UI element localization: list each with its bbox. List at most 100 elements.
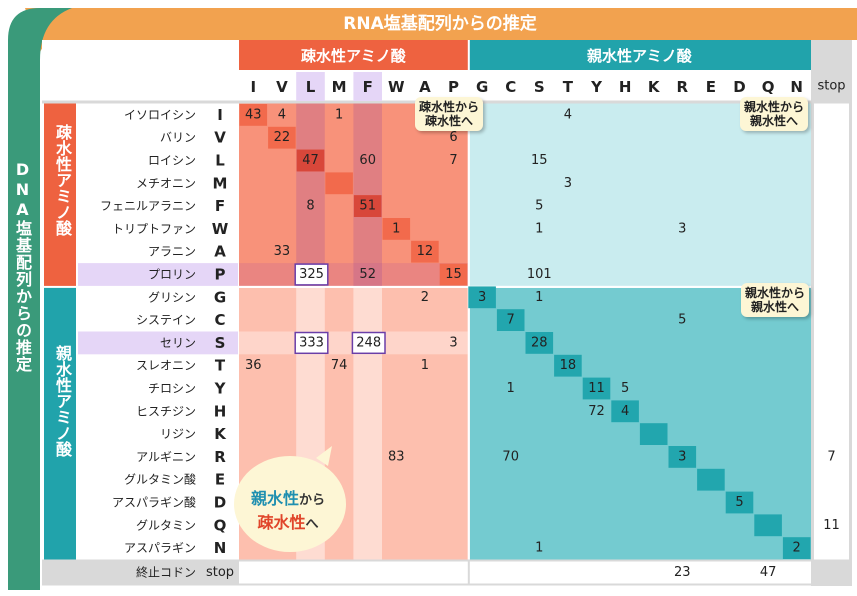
col-header-F: F (363, 78, 373, 96)
diagonal-cell-E (697, 468, 725, 491)
cell-value-C-C: 7 (507, 313, 515, 328)
row-name-V: バリン (160, 131, 196, 145)
cell-value-F-F: 51 (359, 199, 376, 214)
highlight-col-L (296, 72, 325, 101)
cell-value-S-L: 333 (299, 335, 324, 350)
col-group-hydrophobic-label: 疎水性アミノ酸 (301, 47, 407, 65)
row-code-R: R (214, 448, 226, 466)
row-code-stop: stop (206, 565, 234, 580)
cell-value-A-A: 12 (417, 244, 434, 259)
cell-value-T-T: 18 (560, 358, 577, 373)
callout-phil-to-phob-bold1: 親水性 (250, 489, 299, 508)
cell-value-L-L: 47 (302, 153, 319, 168)
row-name-M: メチオニン (136, 176, 196, 190)
cell-value-R-W: 83 (388, 449, 405, 464)
cell-value-P-S: 101 (527, 267, 552, 282)
rna-banner-shape (25, 8, 857, 52)
col-header-W: W (388, 78, 405, 96)
diagonal-cell-strong-F (353, 195, 382, 217)
row-name-T: スレオニン (136, 359, 196, 373)
cell-value-L-S: 15 (531, 153, 548, 168)
cell-value-L-P: 7 (449, 153, 457, 168)
col-group-hydrophilic-bar (469, 40, 811, 70)
row-code-H: H (214, 402, 227, 420)
callout-phil-to-phob-bold2: 疎水性 (257, 513, 306, 532)
cell-value-P-P: 15 (445, 267, 462, 282)
row-name-D: アスパラギン酸 (112, 495, 196, 510)
diagonal-cell-R (668, 446, 697, 468)
col-header-G: G (476, 78, 488, 96)
col-header-M: M (332, 78, 347, 96)
col-header-N: N (790, 78, 803, 96)
diagonal-cell-K (639, 423, 668, 445)
row-code-T: T (215, 357, 226, 375)
cell-value-Y-C: 1 (507, 381, 515, 396)
row-code-N: N (214, 539, 227, 557)
row-name-Y: チロシン (148, 382, 196, 396)
stop-row-value-Q: 47 (760, 565, 777, 580)
cell-value-V-P: 6 (449, 130, 457, 145)
col-header-Q: Q (762, 78, 775, 96)
stop-col-value-Q: 11 (823, 518, 840, 533)
gutter-vertical (467, 103, 470, 560)
row-name-R: アルギニン (136, 450, 196, 464)
gutter-horizontal (76, 285, 811, 288)
cell-value-G-G: 3 (478, 290, 486, 305)
callout-phil-to-phob-rest2: へ (305, 517, 319, 532)
diagonal-cell-N (782, 537, 811, 559)
col-header-I: I (251, 78, 257, 96)
row-name-Q: グルタミン (136, 518, 196, 532)
highlight-row-P (78, 263, 238, 286)
row-name-P: プロリン (148, 268, 196, 282)
cell-value-F-S: 5 (535, 199, 543, 214)
col-header-H: H (619, 78, 632, 96)
callout-phil-to-phil-top-line1: 親水性から (744, 100, 805, 114)
row-code-V: V (214, 129, 226, 147)
diagonal-cell-I (239, 104, 268, 126)
cell-value-F-L: 8 (306, 199, 314, 214)
stop-col-blank (814, 103, 849, 560)
callout-phil-to-phob-bubble (234, 446, 346, 552)
callout-phil-to-phil-bottom-line1: 親水性から (745, 286, 806, 300)
cell-value-I-I: 43 (245, 107, 262, 122)
diagonal-cell-Y (582, 377, 611, 400)
callout-phob-to-phob: 疎水性から 疎水性へ (415, 97, 484, 131)
highlight-row-S (78, 331, 238, 355)
row-code-P: P (215, 266, 226, 284)
cell-value-Y-H: 5 (621, 381, 629, 396)
row-code-M: M (213, 174, 228, 192)
cell-value-R-C: 70 (502, 449, 519, 464)
cell-value-T-I: 36 (245, 358, 262, 373)
cell-value-V-V: 22 (274, 130, 291, 145)
row-code-Y: Y (214, 380, 227, 398)
callout-phil-to-phil-top-line2: 親水性へ (750, 114, 799, 128)
row-code-I: I (217, 106, 223, 124)
cell-value-N-S: 1 (535, 541, 543, 556)
diagonal-cell-G (468, 286, 496, 309)
row-name-stop: 終止コドン (136, 565, 196, 580)
dna-banner-shape (8, 8, 72, 590)
row-name-W: トリプトファン (112, 222, 196, 236)
cell-value-D-D: 5 (735, 495, 743, 510)
cell-value-P-F: 52 (359, 267, 376, 282)
col-header-C: C (505, 78, 516, 96)
cell-value-T-M: 74 (331, 358, 348, 373)
callout-phil-to-phil-top: 親水性から 親水性へ (740, 97, 809, 131)
col-header-V: V (276, 78, 288, 96)
cell-value-I-T: 4 (564, 107, 572, 122)
boxed-cell-PL (294, 263, 329, 286)
row-group-hydrophilic-bar (44, 287, 76, 560)
cell-value-S-P: 3 (449, 335, 457, 350)
callout-phil-to-phil-bottom: 親水性から 親水性へ (741, 283, 810, 317)
cell-value-S-F: 248 (356, 335, 381, 350)
cell-value-N-N: 2 (793, 541, 801, 556)
col-header-K: K (648, 78, 661, 96)
callout-phil-to-phob: 親水性から 疎水性へ (232, 488, 344, 536)
row-name-N: アスパラギン (124, 541, 196, 555)
row-code-W: W (212, 220, 229, 238)
cell-value-M-T: 3 (564, 176, 572, 191)
diagonal-cell-A (411, 240, 439, 263)
cell-value-C-R: 5 (678, 313, 686, 328)
row-name-G: グリシン (148, 290, 196, 304)
